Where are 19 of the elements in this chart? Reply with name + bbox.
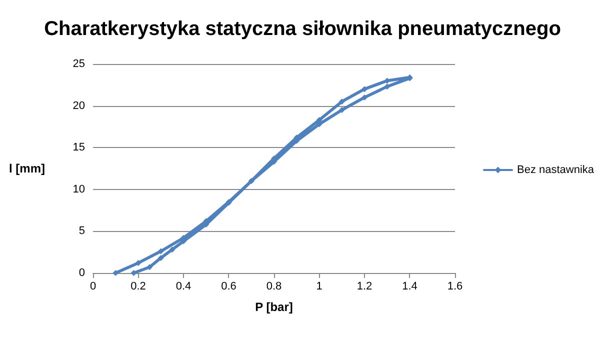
x-tick-label: 0.8 xyxy=(266,280,282,292)
y-tick-label: 0 xyxy=(78,267,85,279)
x-tick-label: 1.4 xyxy=(402,280,418,292)
x-tick-label: 0.4 xyxy=(176,280,192,292)
chart-title: Charatkerystyka statyczna siłownika pneumatycznego xyxy=(44,18,561,40)
x-tick-label: 1.6 xyxy=(447,280,463,292)
x-tick-label: 0 xyxy=(90,280,96,292)
y-tick-label: 20 xyxy=(72,100,85,112)
x-tick-label: 1 xyxy=(316,280,322,292)
x-axis-title: P [bar] xyxy=(255,300,293,314)
y-tick-label: 10 xyxy=(72,183,85,196)
y-tick-label: 25 xyxy=(72,58,85,70)
legend-label: Bez nastawnika xyxy=(517,164,595,176)
y-axis-title: l [mm] xyxy=(9,162,46,176)
x-tick-label: 0.2 xyxy=(130,280,146,292)
x-tick-label: 1.2 xyxy=(356,280,372,292)
y-tick-label: 15 xyxy=(72,142,85,154)
y-tick-label: 5 xyxy=(78,225,85,238)
x-tick-label: 0.6 xyxy=(221,280,236,292)
